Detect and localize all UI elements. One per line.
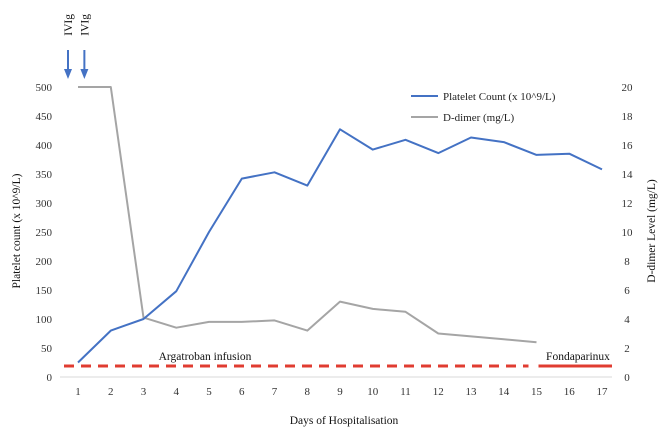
ivig-label: IVIg xyxy=(79,14,91,36)
x-tick-label: 9 xyxy=(337,386,343,398)
x-tick-label: 2 xyxy=(108,386,114,398)
series-line xyxy=(77,128,603,364)
x-tick-label: 4 xyxy=(174,386,180,398)
x-axis-title: Days of Hospitalisation xyxy=(290,415,399,427)
x-tick-label: 14 xyxy=(498,386,510,398)
ivig-annotations: IVIg IVIg xyxy=(63,14,91,79)
y-left-tick-label: 50 xyxy=(41,343,53,355)
y-left-tick-label: 200 xyxy=(36,256,53,268)
x-tick-label: 8 xyxy=(305,386,311,398)
ivig-arrow-head xyxy=(64,69,72,79)
x-tick-label: 11 xyxy=(400,386,411,398)
x-tick-label: 16 xyxy=(564,386,576,398)
x-tick-label: 5 xyxy=(206,386,212,398)
x-tick-label: 15 xyxy=(531,386,543,398)
series-lines xyxy=(77,86,603,364)
y-right-tick-label: 14 xyxy=(622,169,634,181)
y-right-tick-label: 16 xyxy=(622,140,634,152)
x-tick-label: 12 xyxy=(433,386,444,398)
legend-label: Platelet Count (x 10^9/L) xyxy=(443,91,556,103)
y-right-tick-label: 20 xyxy=(622,82,634,94)
treatment-bars: Argatroban infusion Fondaparinux xyxy=(64,351,612,368)
y-right-tick-label: 12 xyxy=(622,198,633,210)
x-tick-label: 3 xyxy=(141,386,147,398)
y-axis-right-title: D-dimer Level (mg/L) xyxy=(646,179,658,283)
y-right-tick-label: 2 xyxy=(624,343,630,355)
treatment-label: Fondaparinux xyxy=(546,351,610,363)
x-tick-label: 1 xyxy=(75,386,81,398)
x-tick-label: 10 xyxy=(367,386,379,398)
y-left-tick-label: 0 xyxy=(47,372,53,384)
y-left-tick-label: 100 xyxy=(36,314,53,326)
ivig-label: IVIg xyxy=(63,14,75,36)
y-left-tick-label: 300 xyxy=(36,198,53,210)
legend-label: D-dimer (mg/L) xyxy=(443,112,515,124)
x-tick-label: 6 xyxy=(239,386,245,398)
series-line xyxy=(78,86,537,344)
y-axis-left-title: Platelet count (x 10^9/L) xyxy=(11,173,23,288)
y-right-tick-label: 0 xyxy=(624,372,630,384)
y-left-tick-label: 450 xyxy=(36,111,53,123)
y-right-tick-label: 10 xyxy=(622,227,634,239)
legend: Platelet Count (x 10^9/L) D-dimer (mg/L) xyxy=(411,91,556,124)
y-left-tick-label: 150 xyxy=(36,285,53,297)
right-axis-ticks: 0 2 4 6 8 10 12 14 16 18 20 xyxy=(622,82,634,384)
y-left-tick-label: 500 xyxy=(36,82,53,94)
x-tick-label: 13 xyxy=(466,386,478,398)
y-left-tick-label: 350 xyxy=(36,169,53,181)
y-left-tick-label: 250 xyxy=(36,227,53,239)
left-axis-ticks: 0 50 100 150 200 250 300 350 400 450 500 xyxy=(36,82,53,384)
treatment-label: Argatroban infusion xyxy=(159,351,252,363)
y-right-tick-label: 8 xyxy=(624,256,630,268)
ivig-arrow-head xyxy=(80,69,89,79)
y-right-tick-label: 4 xyxy=(624,314,630,326)
x-tick-label: 17 xyxy=(597,386,609,398)
y-right-tick-label: 18 xyxy=(622,111,634,123)
y-right-tick-label: 6 xyxy=(624,285,630,297)
x-tick-label: 7 xyxy=(272,386,278,398)
x-axis-ticks: 1 2 3 4 5 6 7 8 9 10 11 12 13 14 15 16 17 xyxy=(75,386,608,398)
y-left-tick-label: 400 xyxy=(36,140,53,152)
